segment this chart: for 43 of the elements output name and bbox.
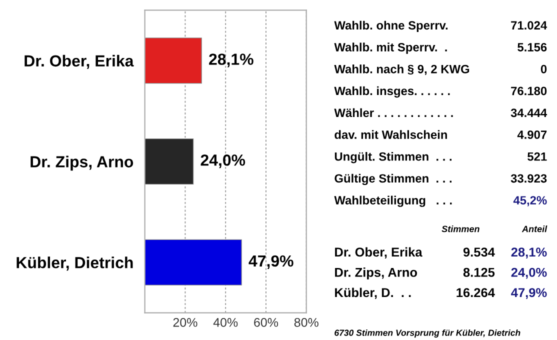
y-tick-label: Dr. Ober, Erika: [24, 54, 134, 69]
text: dav. mit Wahlschein: [334, 130, 447, 139]
text: Wahlb. mit Sperrv. .: [334, 42, 447, 54]
x-tick-label: 80%: [294, 318, 318, 327]
bar: [144, 138, 194, 185]
text: 9.534: [463, 248, 495, 257]
text: 28,1%: [511, 248, 547, 259]
text: Wahlbeteiligung . . .: [334, 196, 452, 207]
text: 16.264: [456, 288, 495, 298]
text: 33.923: [510, 174, 547, 183]
text: 4.907: [517, 130, 547, 139]
y-tick-label: Kübler, Dietrich: [16, 256, 133, 271]
bar: [144, 38, 202, 84]
text: 521: [528, 152, 547, 161]
text: Anteil: [522, 226, 548, 232]
data-label: 24,0%: [200, 154, 246, 168]
text: Ungült. Stimmen . . .: [334, 152, 452, 164]
text: 76.180: [511, 86, 547, 96]
bar: [144, 239, 242, 286]
text: 47,9%: [511, 288, 547, 299]
data-label: 28,1%: [209, 54, 254, 68]
text: 8.125: [463, 268, 495, 277]
text: Kübler, D. . .: [335, 288, 411, 299]
text: Gültige Stimmen . . .: [334, 174, 452, 186]
text: 0: [540, 64, 547, 74]
x-tick-label: 20%: [173, 318, 198, 327]
text: Wähler . . . . . . . . . . . .: [334, 108, 453, 118]
x-tick-label: 40%: [213, 318, 238, 327]
text: Stimmen: [442, 226, 480, 232]
text: 34.444: [510, 108, 548, 118]
y-tick-label: Dr. Zips, Arno: [30, 156, 134, 171]
text: Dr. Zips, Arno: [335, 268, 417, 280]
data-label: 47,9%: [248, 255, 294, 269]
x-tick-label: 60%: [254, 318, 278, 327]
text: 45,2%: [513, 196, 547, 206]
text: Dr. Ober, Erika: [335, 247, 422, 259]
text: Wahlb. ohne Sperrv.: [334, 20, 448, 32]
text: Wahlb. nach § 9, 2 KWG: [334, 64, 470, 76]
text: Wahlb. insges. . . . . .: [334, 86, 450, 98]
text: 6730 Stimmen Vorsprung für Kübler, Dietrich: [334, 329, 520, 338]
text: 71.024: [511, 21, 548, 30]
text: 5.156: [518, 43, 547, 52]
text: 24,0%: [511, 268, 547, 279]
